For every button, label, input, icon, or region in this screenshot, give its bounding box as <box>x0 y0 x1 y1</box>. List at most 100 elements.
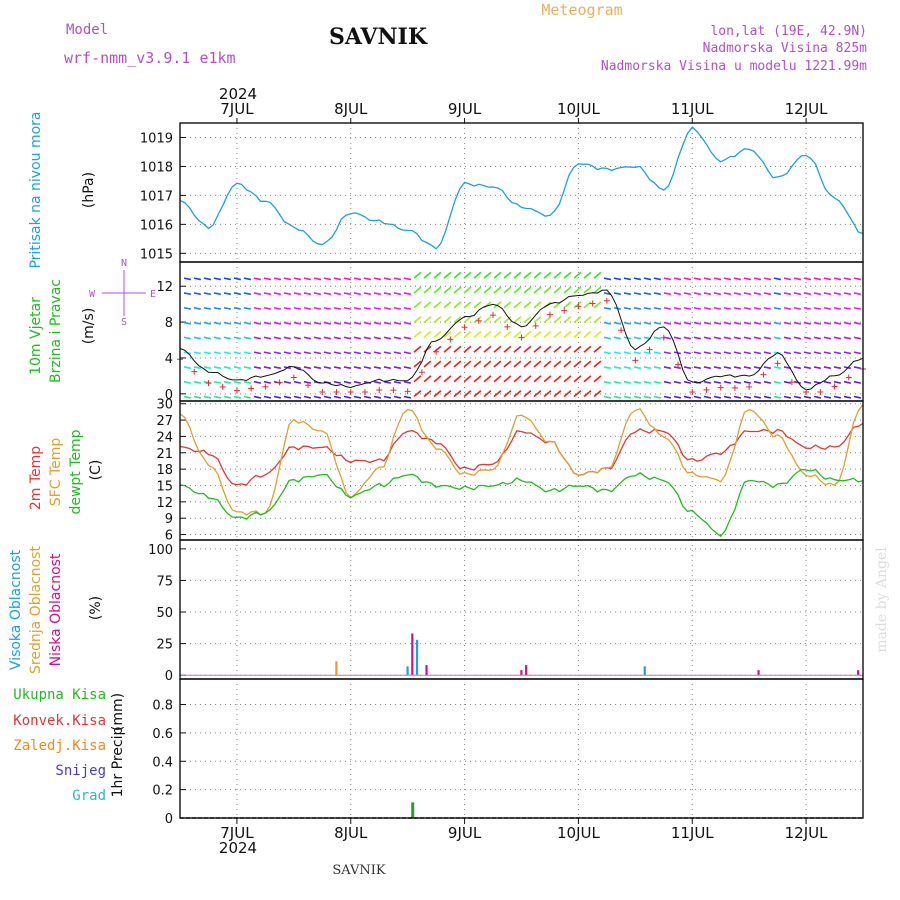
wind-barb <box>653 321 662 325</box>
wind-gust-marker <box>390 387 397 394</box>
y-tick-label: 0 <box>165 388 173 403</box>
wind-barb <box>563 271 572 279</box>
wind-barb <box>413 286 422 294</box>
wind-barb <box>753 351 762 355</box>
wind-barb <box>333 366 342 370</box>
wind-barb <box>643 380 652 384</box>
wind-barb <box>483 390 492 398</box>
wind-gust-marker <box>433 348 440 355</box>
y-tick-label: 0.2 <box>152 784 173 799</box>
wind-barb <box>513 390 522 398</box>
wind-barb <box>753 321 762 325</box>
wind-barb <box>793 336 802 340</box>
wind-gust-marker <box>219 383 226 390</box>
wind-barb <box>513 271 522 279</box>
high-cloud-ylabel: Visoka Oblacnost <box>8 549 24 670</box>
wind-barb <box>423 375 432 383</box>
wind-barb <box>233 306 242 310</box>
wind-barb <box>723 336 732 340</box>
wind-barb <box>333 321 342 325</box>
legend-hail: Grad <box>72 788 106 804</box>
wind-barb <box>683 351 692 355</box>
wind-barb <box>663 321 672 325</box>
wind-barb <box>673 292 682 296</box>
wind-barb <box>723 277 732 281</box>
wind-barb <box>483 330 492 338</box>
wind-barb <box>243 277 252 281</box>
wind-barb <box>653 366 662 370</box>
wind-barb <box>473 360 482 368</box>
wind-barb <box>223 336 232 340</box>
panel-wind: 0 4 8 12 <box>156 261 866 403</box>
y-tick-label: 12 <box>156 496 173 511</box>
wind-barb <box>463 375 472 383</box>
wind-barb <box>193 366 202 370</box>
wind-barb <box>513 286 522 294</box>
year-bottom: 2024 <box>219 839 257 857</box>
wind-barb <box>793 395 802 399</box>
wind-barb <box>583 330 592 338</box>
wind-barb <box>633 380 642 384</box>
model-elevation-label: Nadmorska Visina u modelu 1221.99m <box>601 59 867 74</box>
wind-barb <box>693 336 702 340</box>
wind-barb <box>543 360 552 368</box>
wind-barb <box>533 286 542 294</box>
x-day-label-bottom: 9JUL <box>448 824 482 842</box>
wind-barb <box>243 395 252 399</box>
wind-barb <box>563 286 572 294</box>
wind-gust-marker <box>305 382 312 389</box>
wind-barb <box>233 380 242 384</box>
wind-barb <box>723 380 732 384</box>
wind-barb <box>833 321 842 325</box>
bar-low <box>520 670 523 676</box>
wind-barb <box>253 351 262 355</box>
wind-barb <box>753 292 762 296</box>
y-tick-label: 0 <box>165 812 173 827</box>
wind-barb <box>363 336 372 340</box>
wind-barb <box>223 366 232 370</box>
wind-barb <box>323 395 332 399</box>
wind-barb <box>643 292 652 296</box>
wind-gust-marker <box>632 357 639 364</box>
wind-barb <box>813 395 822 399</box>
wind-barb <box>743 351 752 355</box>
wind-barb <box>653 292 662 296</box>
wind-barb <box>633 366 642 370</box>
wind-barb <box>823 321 832 325</box>
wind-barb <box>623 351 632 355</box>
wind-gust-marker <box>660 334 667 341</box>
wind-barb <box>193 321 202 325</box>
wind-barb <box>773 380 782 384</box>
wind-barb <box>413 360 422 368</box>
wind-barb <box>853 306 862 310</box>
wind-barb <box>613 321 622 325</box>
wind-barb <box>563 301 572 309</box>
wind-barb <box>273 292 282 296</box>
wind-barb <box>603 395 612 399</box>
wind-barb <box>763 366 772 370</box>
wind-barb <box>313 351 322 355</box>
wind-barb <box>303 321 312 325</box>
wind-barb <box>853 395 862 399</box>
wind-barb <box>233 351 242 355</box>
wind-barb <box>603 306 612 310</box>
wind-barb <box>703 351 712 355</box>
wind-barb <box>383 336 392 340</box>
y-tick-label: 18 <box>156 463 173 478</box>
legend-convective-rain: Konvek.Kisa <box>13 713 106 729</box>
wind-barb <box>413 375 422 383</box>
mid-cloud-ylabel: Srednja Oblacnost <box>28 546 44 674</box>
x-axis: 7JUL 7JUL 8JUL 8JUL 9JUL 9JUL 10JUL 10JUL 11JUL 1… <box>180 100 863 842</box>
wind-barb <box>573 390 582 398</box>
wind-unit: (m/s) <box>81 308 97 345</box>
wind-barb <box>593 286 602 294</box>
wind-barb <box>443 316 452 324</box>
wind-barb <box>633 277 642 281</box>
wind-barb <box>813 321 822 325</box>
wind-barb <box>563 360 572 368</box>
wind-barb <box>713 321 722 325</box>
wind-barb <box>633 395 642 399</box>
wind-barb <box>353 321 362 325</box>
wind-barb <box>623 306 632 310</box>
wind-barb <box>593 330 602 338</box>
